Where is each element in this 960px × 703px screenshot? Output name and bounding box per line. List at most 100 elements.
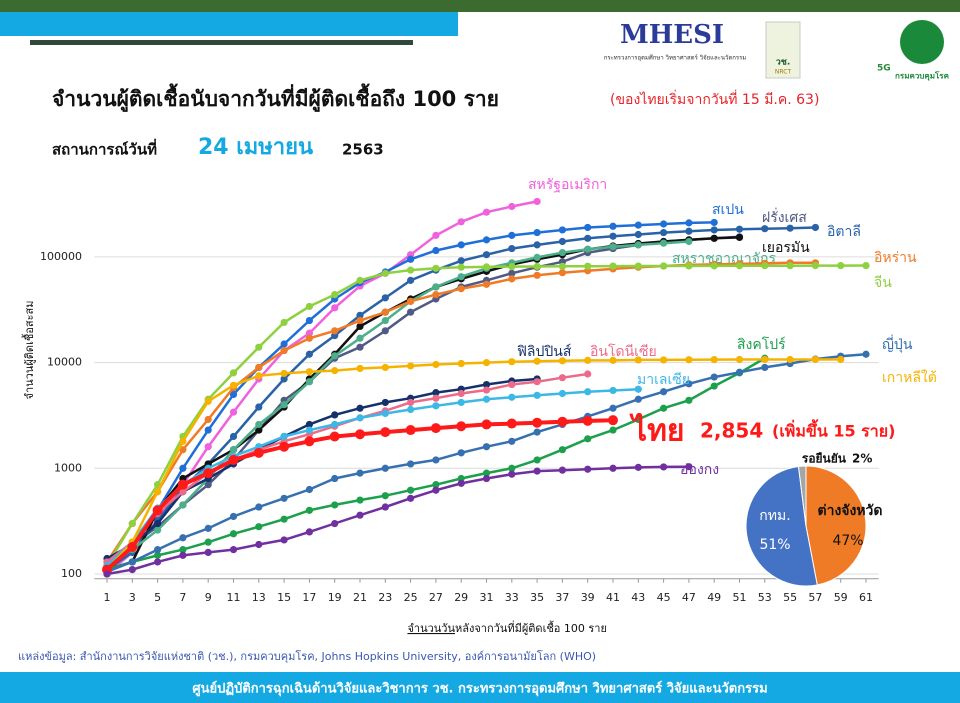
x-tick-label: 43 <box>631 591 645 604</box>
point <box>432 246 440 255</box>
point <box>154 519 162 528</box>
point <box>356 343 364 351</box>
point <box>356 322 364 331</box>
point <box>381 503 389 511</box>
x-tick-label: 27 <box>429 591 443 604</box>
point <box>255 503 263 511</box>
point <box>508 437 516 445</box>
point <box>229 381 238 389</box>
x-tick-label: 11 <box>227 591 241 604</box>
point <box>356 316 364 325</box>
point <box>609 426 617 434</box>
point <box>432 283 440 291</box>
point <box>457 398 465 407</box>
point <box>634 230 642 239</box>
point <box>482 251 491 259</box>
source: แหล่งข้อมูล: สำนักงานการวิจัยแห่งชาติ (ว… <box>18 649 596 663</box>
point <box>356 276 364 284</box>
point <box>584 370 592 378</box>
series-label: อิหร่าน <box>874 250 917 266</box>
point <box>457 479 465 487</box>
point <box>634 221 642 229</box>
point <box>356 311 364 319</box>
point <box>710 373 718 381</box>
point <box>407 486 415 494</box>
point <box>584 234 592 242</box>
point <box>380 427 391 438</box>
point <box>533 456 541 464</box>
point <box>229 546 238 554</box>
point <box>179 546 187 554</box>
y-tick-label: 1000 <box>54 461 82 474</box>
pie-slice <box>797 465 807 527</box>
point <box>407 308 415 316</box>
point <box>508 275 516 283</box>
point <box>305 350 313 358</box>
point <box>356 404 364 412</box>
point <box>255 540 263 549</box>
x-tick-label: 25 <box>404 591 418 604</box>
point <box>533 428 541 436</box>
pie-category: ต่างจังหวัด <box>817 503 882 519</box>
point <box>609 356 617 364</box>
point <box>305 329 313 337</box>
point <box>432 389 440 397</box>
point <box>432 264 440 272</box>
point <box>432 486 440 494</box>
point <box>407 362 415 370</box>
point <box>685 219 693 227</box>
series-label: เกาหลีใต้ <box>882 369 937 386</box>
point <box>381 492 389 500</box>
point <box>508 358 516 366</box>
point <box>280 432 288 441</box>
point <box>128 565 136 574</box>
point <box>685 463 693 471</box>
point <box>179 464 187 472</box>
y-tick-label: 100 <box>61 567 82 580</box>
point <box>331 501 339 509</box>
series-line <box>106 377 538 560</box>
point <box>582 415 593 426</box>
point <box>558 262 567 270</box>
point <box>608 415 618 426</box>
point <box>506 418 517 429</box>
point <box>229 432 238 441</box>
pie-category: รอยืนยัน <box>802 452 847 466</box>
point <box>280 340 288 348</box>
point <box>609 262 617 270</box>
point <box>532 417 543 428</box>
x-tick-label: 17 <box>302 591 316 604</box>
point <box>229 512 238 521</box>
point <box>508 263 516 271</box>
thai-total: 2,854 <box>700 419 763 443</box>
point <box>331 420 339 429</box>
point <box>558 374 567 382</box>
point <box>304 436 315 447</box>
point <box>229 369 238 377</box>
point <box>381 363 389 372</box>
x-tick-label: 5 <box>154 591 161 604</box>
point <box>432 402 440 410</box>
point <box>432 231 440 239</box>
point <box>331 474 339 483</box>
point <box>558 389 567 398</box>
point <box>305 368 313 376</box>
point <box>381 398 389 407</box>
point <box>407 297 415 305</box>
point <box>482 474 491 483</box>
point <box>229 446 238 454</box>
point <box>305 302 313 311</box>
point <box>331 411 339 419</box>
point <box>280 515 288 523</box>
series-line <box>106 387 639 567</box>
point <box>584 245 592 253</box>
point <box>356 469 364 477</box>
point <box>533 241 541 249</box>
point <box>204 415 212 424</box>
footer: ศูนย์ปฏิบัติการฉุกเฉินด้านวิจัยและวิชากา… <box>192 681 767 697</box>
point <box>204 397 212 405</box>
x-tick-label: 15 <box>277 591 291 604</box>
point <box>811 261 820 270</box>
point <box>558 269 567 277</box>
point <box>154 526 162 534</box>
